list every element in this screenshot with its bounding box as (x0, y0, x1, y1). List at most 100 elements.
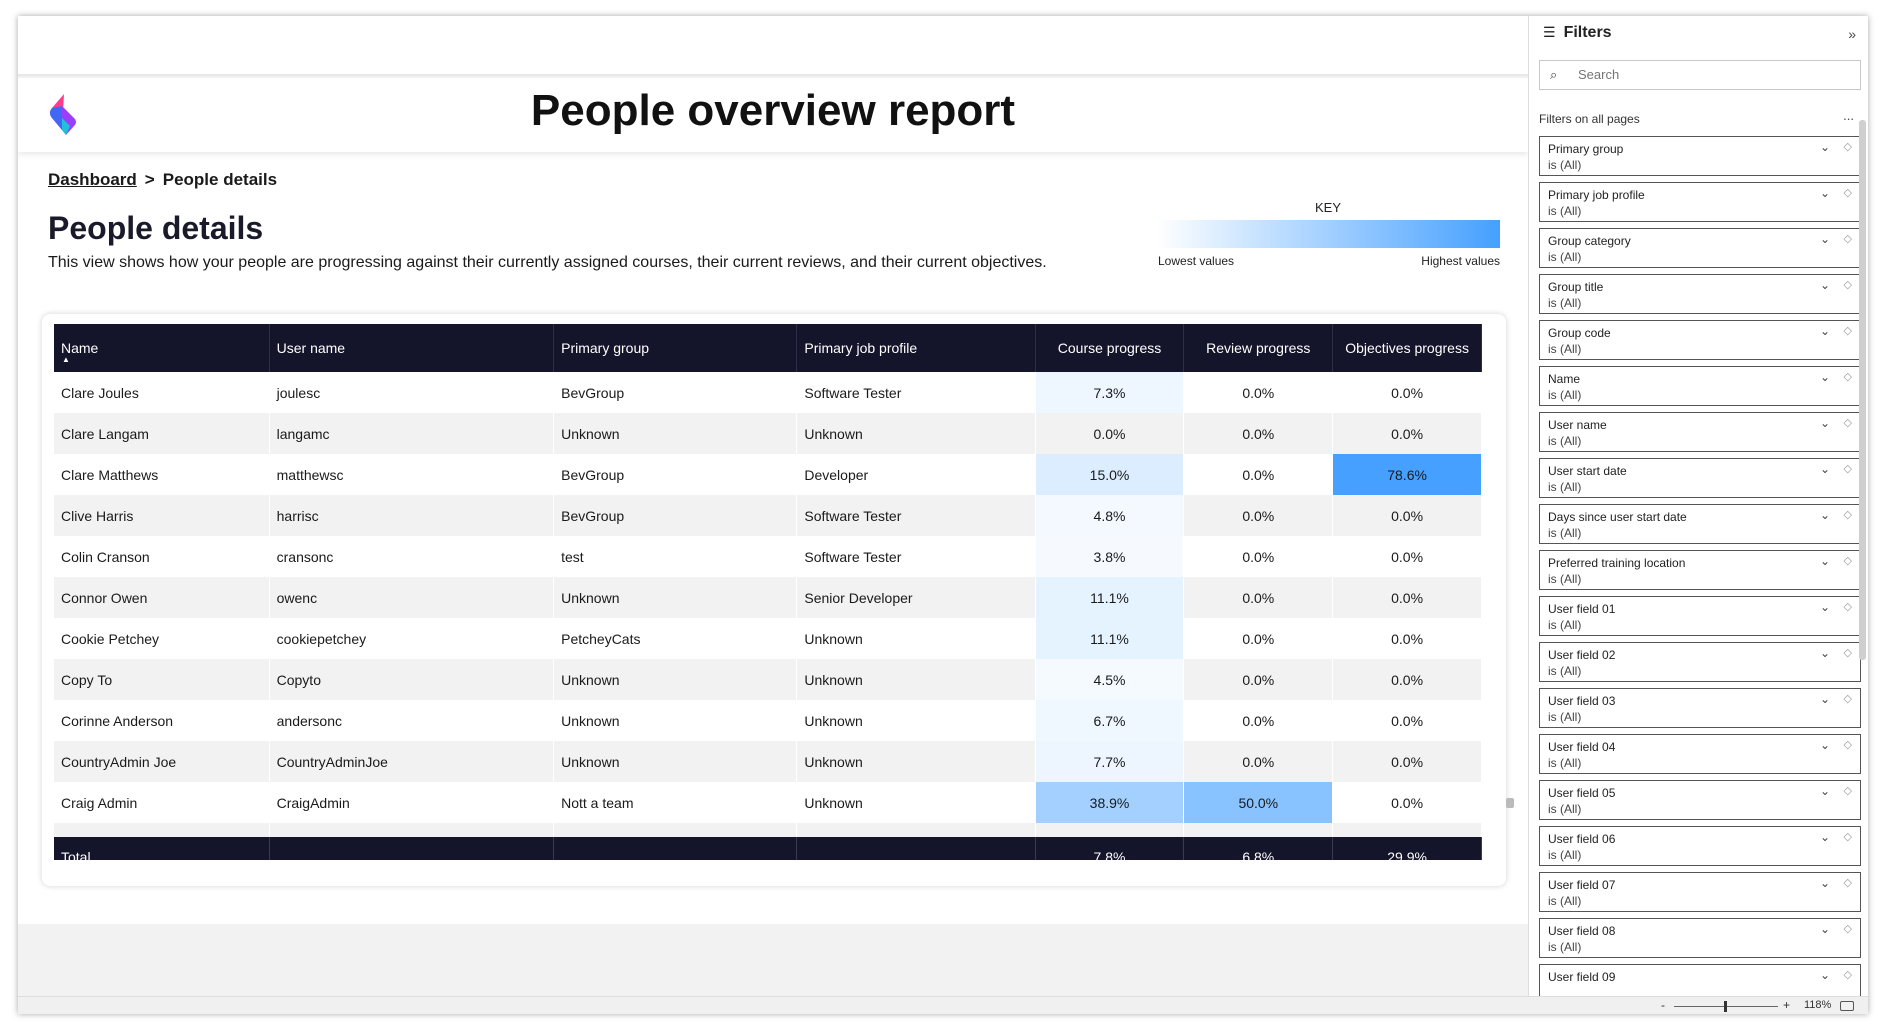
table-scrollbar[interactable] (1506, 798, 1514, 808)
clear-filter-icon[interactable]: ◇ (1843, 647, 1852, 659)
filter-card[interactable]: Name is (All) ⌄ ◇ (1539, 366, 1861, 406)
filter-card[interactable]: Group category is (All) ⌄ ◇ (1539, 228, 1861, 268)
chevron-down-icon[interactable]: ⌄ (1819, 692, 1830, 706)
column-header-course-progress[interactable]: Course progress (1035, 324, 1185, 372)
filter-search-box[interactable]: ⌕ (1539, 60, 1861, 90)
table-row[interactable]: Corinne Anderson andersonc Unknown Unknown 6… (54, 700, 1482, 741)
chevron-down-icon[interactable]: ⌄ (1819, 646, 1830, 660)
filter-card[interactable]: Group title is (All) ⌄ ◇ (1539, 274, 1861, 314)
clear-filter-icon[interactable]: ◇ (1843, 463, 1852, 475)
key-low-label: Lowest values (1158, 254, 1235, 268)
chevron-down-icon[interactable]: ⌄ (1819, 922, 1830, 936)
filter-name: Primary group (1548, 142, 1624, 156)
zoom-out-button[interactable]: - (1661, 998, 1665, 1012)
clear-filter-icon[interactable]: ◇ (1843, 923, 1852, 935)
column-header-review-progress[interactable]: Review progress (1183, 324, 1334, 372)
filter-card[interactable]: Primary job profile is (All) ⌄ ◇ (1539, 182, 1861, 222)
column-header-primary-job-profile[interactable]: Primary job profile (796, 324, 1036, 372)
filter-card[interactable]: Group code is (All) ⌄ ◇ (1539, 320, 1861, 360)
clear-filter-icon[interactable]: ◇ (1843, 509, 1852, 521)
clear-filter-icon[interactable]: ◇ (1843, 417, 1852, 429)
fit-to-page-icon[interactable] (1840, 1001, 1854, 1011)
chevron-down-icon[interactable]: ⌄ (1819, 278, 1830, 292)
cell-objectives-progress: 0.0% (1332, 618, 1482, 659)
filter-card[interactable]: User field 05 is (All) ⌄ ◇ (1539, 780, 1861, 820)
cell-user-name: andersonc (269, 700, 555, 741)
clear-filter-icon[interactable]: ◇ (1843, 877, 1852, 889)
clear-filter-icon[interactable]: ◇ (1843, 279, 1852, 291)
chevron-down-icon[interactable]: ⌄ (1819, 232, 1830, 246)
cell-review-progress: 0.0% (1183, 659, 1334, 700)
table-row[interactable]: Clive Harris harrisc BevGroup Software Test… (54, 495, 1482, 536)
chevron-down-icon[interactable]: ⌄ (1819, 462, 1830, 476)
table-row[interactable]: Clare Matthews matthewsc BevGroup Developer… (54, 454, 1482, 495)
top-blank-area (18, 16, 1528, 76)
column-header-user-name[interactable]: User name (269, 324, 555, 372)
clear-filter-icon[interactable]: ◇ (1843, 831, 1852, 843)
table-row[interactable]: Craig Admin CraigAdmin Nott a team Unknown 3… (54, 782, 1482, 823)
clear-filter-icon[interactable]: ◇ (1843, 371, 1852, 383)
filter-card[interactable]: Days since user start date is (All) ⌄ ◇ (1539, 504, 1861, 544)
filter-card[interactable]: Primary group is (All) ⌄ ◇ (1539, 136, 1861, 176)
people-table-scroll[interactable]: Name ▲ User name Primary group Primary jo… (54, 324, 1494, 860)
table-row[interactable]: Clare Joules joulesc BevGroup Software Test… (54, 372, 1482, 413)
chevron-down-icon[interactable]: ⌄ (1819, 554, 1830, 568)
filter-value: is (All) (1548, 572, 1582, 586)
table-row[interactable]: CountryAdmin Joe CountryAdminJoe Unknown Un… (54, 741, 1482, 782)
filter-card[interactable]: User field 03 is (All) ⌄ ◇ (1539, 688, 1861, 728)
chevron-down-icon[interactable]: ⌄ (1819, 968, 1830, 982)
chevron-down-icon[interactable]: ⌄ (1819, 186, 1830, 200)
table-row[interactable]: Cookie Petchey cookiepetchey PetcheyCats Un… (54, 618, 1482, 659)
chevron-down-icon[interactable]: ⌄ (1819, 784, 1830, 798)
filter-card[interactable]: User field 02 is (All) ⌄ ◇ (1539, 642, 1861, 682)
chevron-down-icon[interactable]: ⌄ (1819, 416, 1830, 430)
table-row[interactable]: Connor Owen owenc Unknown Senior Developer 1… (54, 577, 1482, 618)
chevron-down-icon[interactable]: ⌄ (1819, 140, 1830, 154)
cell-review-progress: 0.0% (1183, 372, 1334, 413)
filter-card[interactable]: User field 04 is (All) ⌄ ◇ (1539, 734, 1861, 774)
filter-card[interactable]: User field 01 is (All) ⌄ ◇ (1539, 596, 1861, 636)
table-row[interactable]: Clare Langam langamc Unknown Unknown 0.0% 0.0… (54, 413, 1482, 454)
clear-filter-icon[interactable]: ◇ (1843, 141, 1852, 153)
filters-scrollbar[interactable] (1859, 120, 1866, 660)
zoom-slider-thumb[interactable] (1723, 1001, 1727, 1012)
filter-card[interactable]: User field 08 is (All) ⌄ ◇ (1539, 918, 1861, 958)
filter-card[interactable]: User start date is (All) ⌄ ◇ (1539, 458, 1861, 498)
chevron-down-icon[interactable]: ⌄ (1819, 600, 1830, 614)
clear-filter-icon[interactable]: ◇ (1843, 601, 1852, 613)
table-row[interactable]: Colin Cranson cransonc test Software Tester… (54, 536, 1482, 577)
clear-filter-icon[interactable]: ◇ (1843, 969, 1852, 981)
clear-filter-icon[interactable]: ◇ (1843, 739, 1852, 751)
collapse-filters-button[interactable]: » (1848, 26, 1856, 42)
filter-search-input[interactable] (1578, 67, 1848, 82)
filter-card[interactable]: User field 06 is (All) ⌄ ◇ (1539, 826, 1861, 866)
clear-filter-icon[interactable]: ◇ (1843, 187, 1852, 199)
filter-name: User field 05 (1548, 786, 1616, 800)
key-gradient-bar (1156, 220, 1500, 248)
clear-filter-icon[interactable]: ◇ (1843, 693, 1852, 705)
filter-card[interactable]: User field 07 is (All) ⌄ ◇ (1539, 872, 1861, 912)
zoom-in-button[interactable]: + (1783, 998, 1791, 1012)
chevron-down-icon[interactable]: ⌄ (1819, 738, 1830, 752)
chevron-down-icon[interactable]: ⌄ (1819, 324, 1830, 338)
column-header-objectives-progress[interactable]: Objectives progress (1332, 324, 1482, 372)
chevron-down-icon[interactable]: ⌄ (1819, 830, 1830, 844)
breadcrumb-dashboard-link[interactable]: Dashboard (48, 170, 137, 189)
filter-card[interactable]: User name is (All) ⌄ ◇ (1539, 412, 1861, 452)
filters-pane: ☰ Filters » ⌕ Filters on all pages ... Pr… (1528, 16, 1868, 996)
clear-filter-icon[interactable]: ◇ (1843, 233, 1852, 245)
chevron-down-icon[interactable]: ⌄ (1819, 370, 1830, 384)
clear-filter-icon[interactable]: ◇ (1843, 785, 1852, 797)
cell-name: Craig Admin (54, 782, 270, 823)
cell-primary-job-profile: Senior Developer (796, 577, 1036, 618)
clear-filter-icon[interactable]: ◇ (1843, 555, 1852, 567)
column-header-primary-group[interactable]: Primary group (553, 324, 798, 372)
chevron-down-icon[interactable]: ⌄ (1819, 876, 1830, 890)
column-header-name[interactable]: Name ▲ (54, 324, 270, 372)
filter-card[interactable]: User field 09 ⌄ ◇ (1539, 964, 1861, 996)
clear-filter-icon[interactable]: ◇ (1843, 325, 1852, 337)
more-options-button[interactable]: ... (1843, 108, 1854, 123)
chevron-down-icon[interactable]: ⌄ (1819, 508, 1830, 522)
table-row[interactable]: Copy To Copyto Unknown Unknown 4.5% 0.0% 0.0% (54, 659, 1482, 700)
filter-card[interactable]: Preferred training location is (All) ⌄ ◇ (1539, 550, 1861, 590)
